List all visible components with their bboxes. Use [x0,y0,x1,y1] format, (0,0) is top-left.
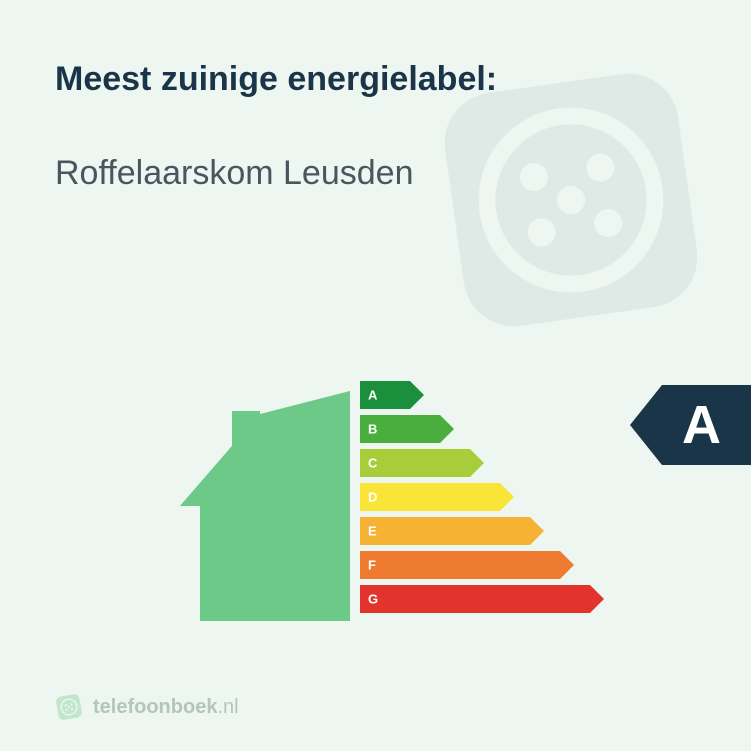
bar-label: C [368,456,377,471]
bar-rect [360,517,530,545]
bar-arrow-icon [440,415,454,443]
bar-label: E [368,524,377,539]
energy-label-card: Meest zuinige energielabel: Roffelaarsko… [0,0,751,751]
energy-bar-a: A [360,381,604,409]
bar-label: G [368,592,378,607]
location-name: Roffelaarskom Leusden [55,154,696,193]
energy-bar-f: F [360,551,604,579]
bar-rect [360,551,560,579]
bar-arrow-icon [560,551,574,579]
energy-bars: A B C D E F G [360,381,604,619]
bar-rect [360,585,590,613]
bar-label: B [368,422,377,437]
footer-brand-light: .nl [217,696,238,718]
energy-bar-d: D [360,483,604,511]
bar-arrow-icon [590,585,604,613]
footer-logo: telefoonboek.nl [55,693,239,721]
energy-bar-e: E [360,517,604,545]
bar-label: A [368,388,377,403]
bar-label: D [368,490,377,505]
energy-bar-b: B [360,415,604,443]
energy-bar-g: G [360,585,604,613]
phone-dial-icon [53,691,85,723]
bar-rect [360,483,500,511]
bar-arrow-icon [500,483,514,511]
footer-brand: telefoonboek.nl [93,696,239,719]
grade-rect: A [662,385,751,465]
grade-badge: A [630,385,751,465]
energy-bar-c: C [360,449,604,477]
energy-label-diagram: A B C D E F G A [180,381,751,641]
grade-letter: A [682,394,721,456]
grade-arrow-icon [630,385,662,465]
bar-arrow-icon [410,381,424,409]
house-icon [180,391,350,621]
footer-brand-bold: telefoonboek [93,696,217,718]
page-title: Meest zuinige energielabel: [55,60,696,99]
bar-arrow-icon [470,449,484,477]
bar-label: F [368,558,376,573]
bar-arrow-icon [530,517,544,545]
